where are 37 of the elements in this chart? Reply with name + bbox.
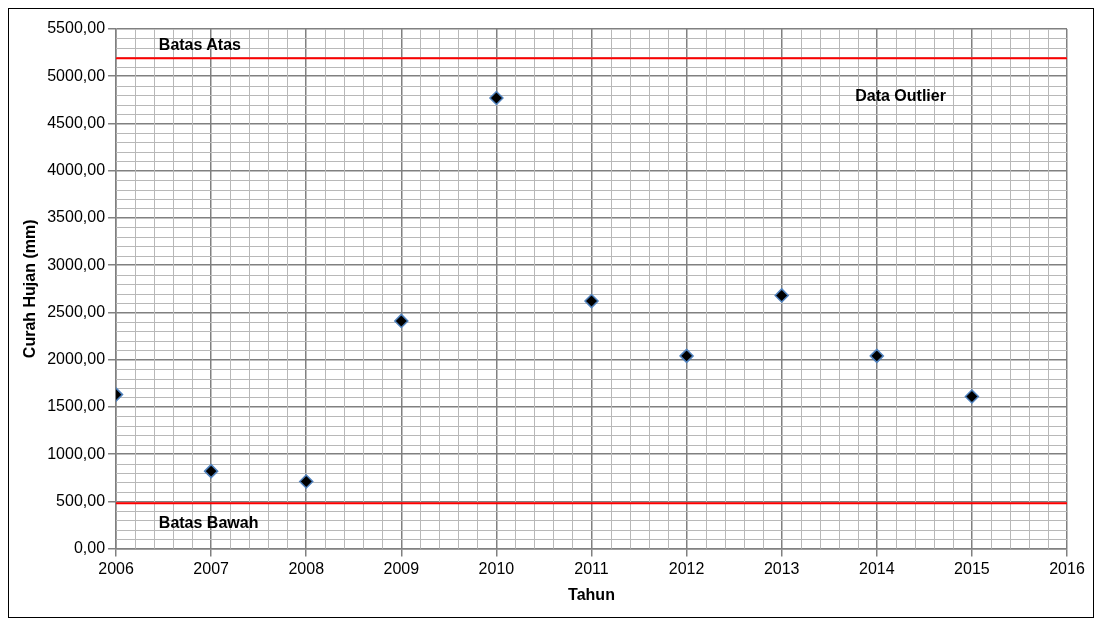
x-tick-label: 2008: [288, 559, 325, 577]
point: [394, 313, 409, 329]
x-tick-label: 2007: [193, 559, 230, 577]
ref-line-label: Batas Atas: [158, 35, 242, 53]
y-tick-label: 4000,00: [47, 161, 106, 179]
x-axis-title: Tahun: [568, 585, 615, 603]
y-tick-label: 4500,00: [47, 113, 106, 131]
y-tick-label: 3000,00: [47, 255, 106, 273]
point: [679, 348, 694, 364]
point: [298, 474, 314, 489]
y-tick-label: 1500,00: [47, 397, 106, 415]
y-tick-label: 0,00: [73, 539, 106, 557]
x-tick-label: 2006: [98, 559, 134, 577]
x-tick-label: 2009: [383, 559, 420, 577]
x-tick-label: 2014: [859, 559, 895, 577]
y-axis-title: Curah Hujan (mm): [21, 219, 39, 359]
point: [964, 389, 980, 404]
x-tick-label: 2011: [574, 559, 609, 577]
point: [203, 463, 219, 479]
x-tick-label: 2012: [668, 559, 705, 577]
y-tick-label: 5500,00: [47, 19, 106, 37]
annotation: Data Outlier: [855, 86, 946, 104]
y-tick-label: 5000,00: [47, 66, 106, 84]
y-tick-label: 500,00: [56, 491, 106, 509]
y-tick-label: 3500,00: [47, 208, 106, 226]
point: [489, 90, 504, 106]
point: [774, 288, 789, 303]
x-tick-label: 2015: [954, 559, 990, 577]
y-tick-label: 2000,00: [47, 350, 106, 368]
y-tick-label: 2500,00: [47, 302, 106, 320]
x-tick-label: 2010: [478, 559, 515, 577]
x-tick-label: 2016: [1049, 559, 1085, 577]
y-tick-label: 1000,00: [47, 444, 106, 462]
point: [869, 348, 885, 364]
point: [584, 293, 599, 309]
x-tick-label: 2013: [763, 559, 800, 577]
ref-line-label: Batas Bawah: [158, 513, 259, 531]
